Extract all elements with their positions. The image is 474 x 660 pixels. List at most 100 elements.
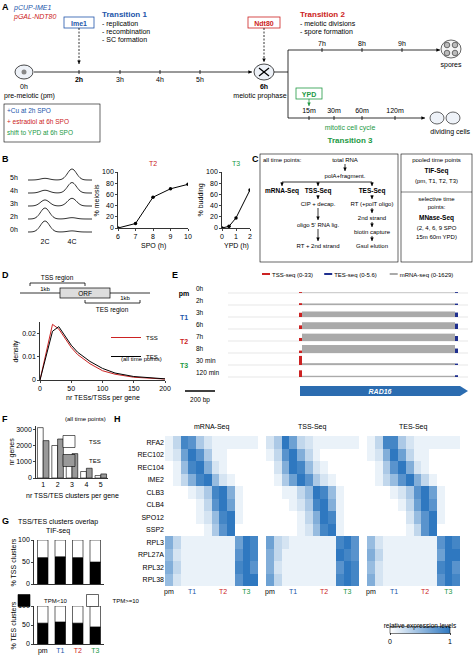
svg-text:points:: points: [428, 204, 446, 210]
svg-text:T2: T2 [421, 588, 429, 595]
svg-text:- meiotic divisions: - meiotic divisions [300, 20, 356, 27]
svg-text:TSS: TSS [146, 335, 158, 341]
svg-text:120 min: 120 min [196, 369, 220, 376]
svg-text:nr TSS/TES clusters per gene: nr TSS/TES clusters per gene [26, 492, 119, 500]
svg-text:200: 200 [159, 385, 171, 392]
svg-text:50: 50 [22, 558, 30, 565]
svg-text:T3: T3 [91, 647, 99, 654]
svg-text:pGAL-NDT80: pGAL-NDT80 [13, 13, 57, 21]
svg-text:T1: T1 [180, 314, 188, 321]
svg-text:MNase-Seq: MNase-Seq [419, 214, 454, 222]
svg-text:2: 2 [248, 233, 252, 240]
svg-text:3000: 3000 [16, 426, 32, 433]
svg-text:8h: 8h [196, 345, 204, 352]
svg-text:1: 1 [448, 638, 452, 645]
svg-text:RT + 2nd strand: RT + 2nd strand [297, 243, 340, 249]
svg-text:T2: T2 [149, 160, 157, 167]
svg-text:6h: 6h [260, 83, 268, 90]
svg-text:G: G [2, 516, 9, 526]
svg-text:spores: spores [440, 61, 462, 69]
svg-text:3: 3 [70, 481, 74, 488]
svg-text:D: D [2, 270, 9, 280]
svg-text:biotin capture: biotin capture [354, 229, 391, 235]
svg-text:200 bp: 200 bp [190, 396, 210, 404]
svg-text:T3: T3 [232, 160, 240, 167]
svg-text:% TSS clusters: % TSS clusters [10, 538, 17, 586]
svg-text:T2: T2 [180, 338, 188, 345]
svg-text:pCUP-IME1: pCUP-IME1 [13, 4, 51, 12]
svg-text:TSS region: TSS region [41, 274, 74, 282]
svg-text:TPM>=10: TPM>=10 [113, 598, 140, 604]
svg-text:meiotic prophase: meiotic prophase [233, 92, 286, 100]
svg-text:100: 100 [102, 168, 114, 175]
svg-text:80: 80 [106, 180, 114, 187]
svg-text:SPO (h): SPO (h) [141, 242, 166, 250]
svg-text:5h: 5h [196, 76, 204, 83]
svg-text:+Cu at 2h SPO: +Cu at 2h SPO [7, 107, 51, 114]
svg-text:0: 0 [220, 233, 224, 240]
svg-text:5h: 5h [10, 174, 18, 181]
svg-text:30m: 30m [327, 107, 341, 114]
svg-text:YPD: YPD [302, 91, 316, 98]
svg-text:1kb: 1kb [40, 286, 50, 292]
svg-text:10: 10 [184, 233, 192, 240]
svg-text:RPL38: RPL38 [143, 576, 165, 583]
svg-text:T2: T2 [74, 647, 82, 654]
svg-text:pooled time points: pooled time points [412, 157, 461, 163]
svg-text:RAD16: RAD16 [369, 388, 392, 395]
svg-text:6: 6 [116, 233, 120, 240]
svg-text:80: 80 [210, 180, 218, 187]
svg-text:0: 0 [110, 224, 114, 231]
svg-text:20: 20 [106, 213, 114, 220]
svg-text:9h: 9h [398, 40, 406, 47]
svg-text:6h: 6h [196, 321, 204, 328]
svg-text:2: 2 [56, 481, 60, 488]
svg-text:oligo 5' RNA lig.: oligo 5' RNA lig. [297, 222, 340, 228]
svg-text:YPD (h): YPD (h) [224, 242, 249, 250]
svg-text:- replication: - replication [102, 20, 138, 28]
svg-text:pm: pm [179, 290, 190, 298]
svg-text:F: F [2, 414, 8, 424]
svg-text:50: 50 [67, 385, 75, 392]
svg-text:Transition 2: Transition 2 [300, 10, 345, 19]
svg-text:100: 100 [97, 385, 109, 392]
svg-text:ORF: ORF [78, 290, 92, 297]
svg-text:REC102: REC102 [138, 451, 165, 458]
svg-text:pm: pm [366, 588, 376, 596]
svg-text:20: 20 [210, 213, 218, 220]
svg-text:5: 5 [99, 481, 103, 488]
svg-text:TSS-Seq: TSS-Seq [298, 423, 327, 431]
svg-text:T1: T1 [289, 588, 297, 595]
svg-text:0h: 0h [20, 83, 28, 90]
svg-text:4C: 4C [68, 238, 77, 245]
svg-text:(pm, T1, T2, T3): (pm, T1, T2, T3) [415, 178, 458, 184]
svg-text:TSS/TES clusters overlapTIF-se: TSS/TES clusters overlapTIF-seq [18, 518, 98, 535]
svg-text:pm: pm [38, 647, 48, 655]
svg-text:0: 0 [28, 474, 32, 481]
svg-text:40: 40 [106, 202, 114, 209]
svg-text:(all time points): (all time points) [65, 416, 106, 422]
svg-text:Ndt80: Ndt80 [254, 20, 274, 27]
svg-text:SPO12: SPO12 [141, 514, 164, 521]
svg-text:120m: 120m [386, 107, 404, 114]
svg-text:RPL3: RPL3 [146, 539, 164, 546]
svg-text:CLB3: CLB3 [146, 489, 164, 496]
svg-text:- recombination: - recombination [102, 28, 150, 35]
svg-text:E: E [172, 270, 178, 280]
svg-text:0.01: 0.01 [22, 353, 36, 360]
svg-text:A: A [2, 2, 9, 12]
svg-text:60m: 60m [355, 107, 369, 114]
svg-text:TSS-Seq: TSS-Seq [305, 187, 332, 195]
svg-text:shift to YPD at 6h SPO: shift to YPD at 6h SPO [7, 129, 73, 136]
svg-text:mRNA-seq (0-1629): mRNA-seq (0-1629) [400, 272, 454, 278]
svg-text:2000: 2000 [16, 442, 32, 449]
svg-text:50: 50 [22, 621, 30, 628]
svg-text:T3: T3 [180, 362, 188, 369]
svg-text:nr TESs/TSSs per gene: nr TESs/TSSs per gene [66, 394, 140, 402]
svg-text:RPL27A: RPL27A [138, 551, 164, 558]
svg-text:+ estradiol at 6h SPO: + estradiol at 6h SPO [7, 118, 69, 125]
svg-text:GsuI elution: GsuI elution [356, 243, 388, 249]
svg-text:1kb: 1kb [120, 295, 130, 301]
svg-text:pre-meiotic (pm): pre-meiotic (pm) [4, 92, 55, 100]
svg-text:H: H [114, 414, 121, 424]
